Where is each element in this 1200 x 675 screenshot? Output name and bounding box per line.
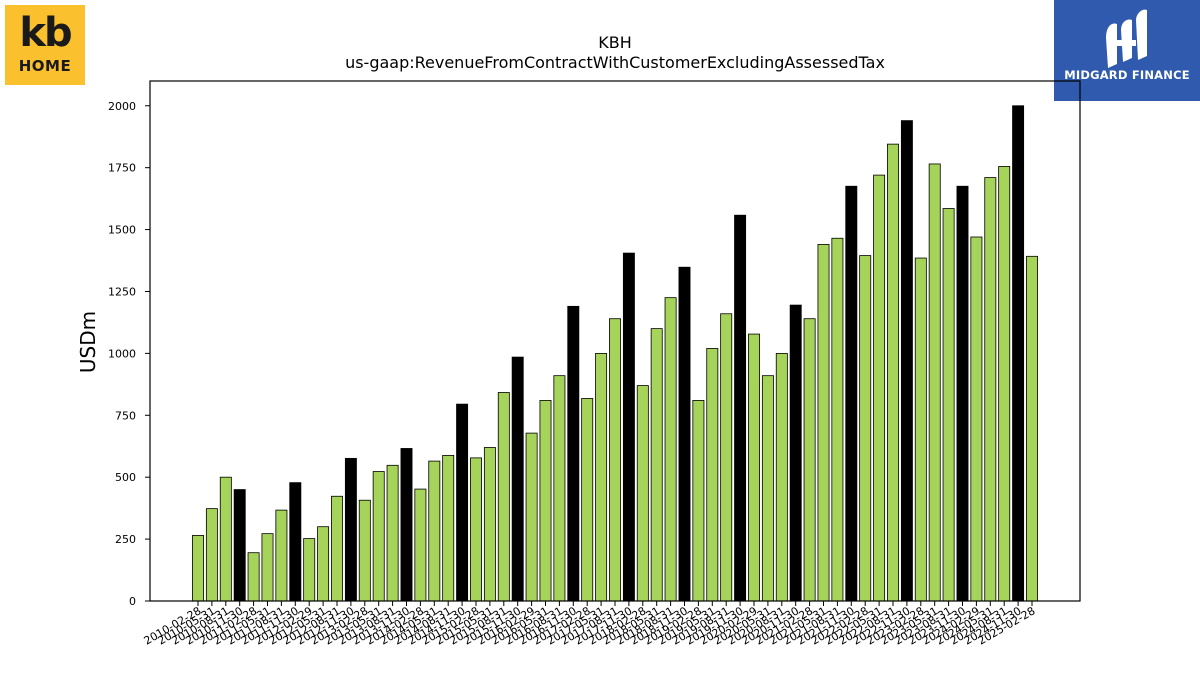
bar-2012-08-31	[331, 495, 343, 602]
midgard-mark-icon	[1106, 9, 1147, 68]
bar-2022-05-31	[873, 174, 886, 602]
bar-2013-11-30	[400, 448, 413, 602]
bar-2014-05-31	[428, 460, 441, 602]
bar-2017-08-31	[609, 318, 621, 602]
y-axis-label: USDm	[76, 311, 100, 373]
x-ticks-group: 2010-02-282010-05-312010-08-312010-11-30…	[142, 601, 1038, 648]
plot-frame	[149, 80, 1081, 602]
bar-2023-08-31	[942, 208, 955, 602]
bar-2013-02-28	[358, 499, 371, 602]
y-tick-label: 250	[115, 533, 136, 546]
bar-2023-05-31	[928, 163, 941, 602]
bar-2021-11-30	[845, 185, 858, 602]
bar-2015-11-30	[511, 356, 524, 602]
bar-2010-11-30	[233, 489, 246, 602]
bar-2010-05-31	[205, 508, 218, 602]
bar-2013-05-31	[372, 471, 385, 602]
y-tick-label: 2000	[108, 100, 136, 113]
bar-2024-08-31	[998, 166, 1011, 602]
y-tick-label: 1500	[108, 224, 136, 237]
bars-group	[192, 105, 1038, 602]
bar-2025-02-28	[1026, 255, 1038, 602]
y-tick-label: 750	[115, 409, 136, 422]
bar-2024-02-29	[970, 236, 983, 602]
bar-2016-08-31	[553, 375, 566, 602]
bar-2019-02-28	[692, 400, 705, 602]
bar-2024-05-31	[984, 177, 997, 602]
bar-2021-02-28	[803, 318, 816, 602]
bar-2018-05-31	[650, 328, 663, 602]
y-ticks-group: 0 250 500 750 1000 1250 1500 1750 2000	[108, 100, 150, 608]
bar-2010-02-28	[192, 534, 204, 602]
y-tick-label: 1000	[108, 347, 136, 360]
bar-2017-05-31	[595, 352, 608, 602]
bar-2020-11-30	[789, 304, 802, 602]
bar-2020-05-31	[761, 375, 774, 602]
bar-2019-08-31	[720, 313, 733, 602]
y-tick-label: 1250	[108, 285, 136, 298]
chart-subtitle: us-gaap:RevenueFromContractWithCustomerE…	[345, 53, 885, 72]
bar-2015-02-28	[470, 457, 482, 602]
bar-2019-05-31	[706, 348, 719, 602]
bar-2018-11-30	[678, 266, 691, 602]
bar-2020-08-31	[775, 352, 788, 602]
bar-2023-11-30	[956, 185, 969, 602]
y-tick-label: 0	[129, 595, 136, 608]
bar-2012-05-31	[317, 526, 330, 602]
bar-2011-02-28	[247, 552, 260, 602]
bar-2011-11-30	[289, 482, 302, 602]
bar-2015-08-31	[497, 392, 510, 602]
bar-2012-11-30	[344, 457, 357, 602]
bar-2017-11-30	[622, 252, 635, 602]
bar-2022-11-30	[900, 120, 913, 602]
bar-2010-08-31	[219, 476, 232, 602]
bar-2020-02-29	[748, 333, 760, 602]
bar-2015-05-31	[483, 447, 496, 602]
bar-2011-08-31	[275, 509, 288, 602]
home-logo-text: HOME	[18, 57, 72, 75]
bar-2018-08-31	[664, 297, 677, 602]
y-tick-label: 1750	[108, 162, 136, 175]
bar-2018-02-28	[636, 385, 649, 602]
kb-home-logo: kb HOME	[5, 5, 85, 85]
bar-2016-05-31	[539, 400, 552, 602]
bar-2014-02-28	[414, 488, 427, 602]
bar-2021-08-31	[831, 237, 844, 602]
y-tick-label: 500	[115, 471, 136, 484]
bar-2011-05-31	[261, 533, 274, 602]
bar-2012-02-29	[303, 538, 316, 602]
bar-2021-05-31	[817, 244, 830, 602]
bar-2013-08-31	[386, 464, 399, 602]
bar-2017-02-28	[581, 398, 594, 602]
chart-title: KBH	[598, 33, 632, 52]
bar-2016-02-29	[525, 432, 538, 602]
bar-2022-08-31	[887, 143, 899, 602]
bar-2019-11-30	[734, 214, 747, 602]
kb-logo-text: kb	[19, 10, 72, 56]
midgard-finance-logo: MIDGARD FINANCE	[1054, 0, 1200, 101]
bar-2016-11-30	[567, 305, 580, 602]
bar-2014-11-30	[456, 403, 469, 602]
bar-2024-11-30	[1012, 105, 1025, 602]
midgard-logo-text: MIDGARD FINANCE	[1064, 68, 1190, 82]
bar-2022-02-28	[859, 255, 872, 602]
bar-2014-08-31	[442, 454, 455, 602]
bar-2023-02-28	[914, 257, 927, 602]
